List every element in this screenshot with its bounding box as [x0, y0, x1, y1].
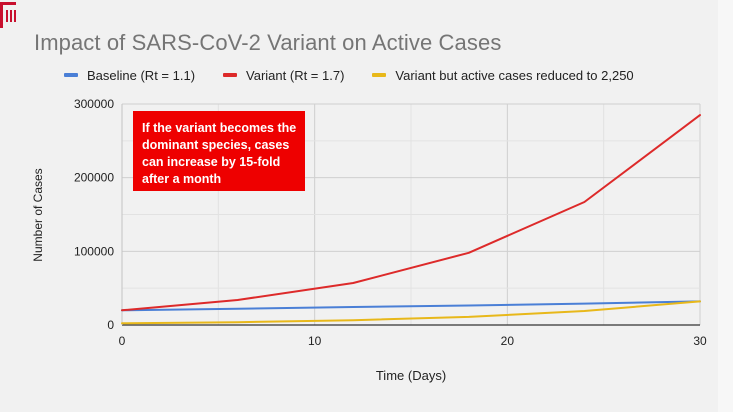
x-tick-label: 20 — [501, 334, 515, 348]
x-tick-label: 0 — [119, 334, 126, 348]
legend-label-reduced: Variant but active cases reduced to 2,25… — [395, 67, 634, 83]
y-tick-label: 300000 — [74, 97, 114, 111]
y-tick-label: 100000 — [74, 244, 114, 258]
annotation-callout: If the variant becomes the dominant spec… — [133, 111, 305, 191]
legend-item-baseline: Baseline (Rt = 1.1) — [64, 68, 195, 83]
series-line-0 — [121, 300, 701, 312]
legend-item-reduced: Variant but active cases reduced to 2,25… — [372, 67, 634, 83]
x-tick-label: 30 — [693, 334, 707, 348]
legend-label-baseline: Baseline (Rt = 1.1) — [87, 67, 196, 83]
slide-edge — [718, 0, 733, 412]
legend-item-variant: Variant (Rt = 1.7) — [223, 68, 344, 83]
y-tick-label: 0 — [107, 318, 114, 332]
series-line-1 — [121, 114, 701, 312]
logo — [0, 2, 18, 30]
x-axis-title: Time (Days) — [375, 368, 447, 383]
x-tick-label: 10 — [308, 334, 322, 348]
legend-label-variant: Variant (Rt = 1.7) — [246, 67, 345, 83]
legend-swatch-baseline — [64, 73, 78, 77]
legend-swatch-variant — [223, 73, 238, 77]
y-tick-label: 200000 — [74, 171, 114, 185]
legend-swatch-reduced — [372, 73, 387, 77]
chart-legend: Baseline (Rt = 1.1) Variant (Rt = 1.7) V… — [64, 66, 662, 84]
series-line-2 — [121, 300, 701, 325]
chart-title: Impact of SARS-CoV-2 Variant on Active C… — [34, 30, 502, 55]
